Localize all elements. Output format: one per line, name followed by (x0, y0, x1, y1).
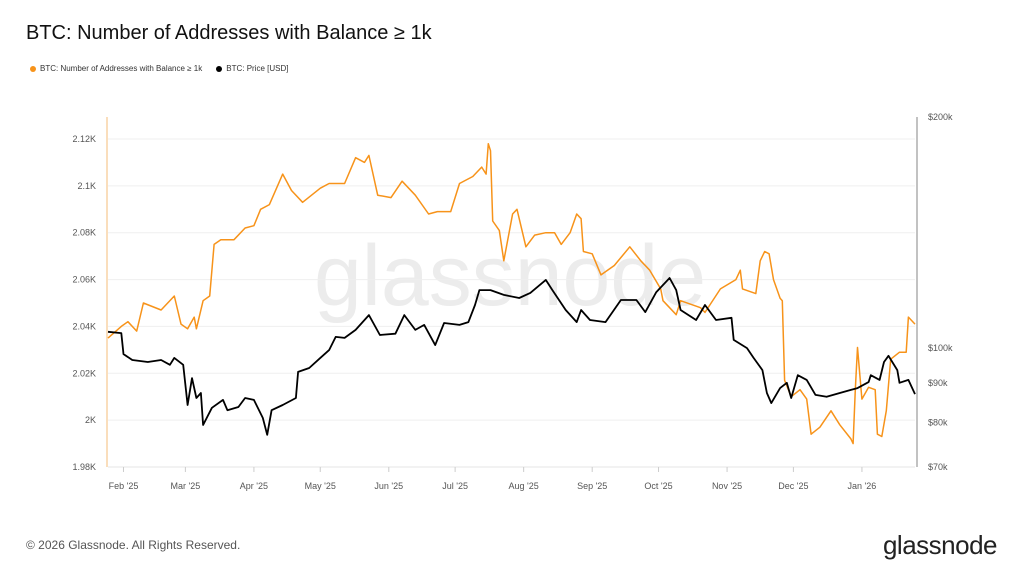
x-tick-label: Mar '25 (171, 481, 201, 491)
y-left-tick-label: 2.08K (72, 228, 96, 238)
y-left-tick-label: 2.04K (72, 321, 96, 331)
price-series-line (107, 277, 916, 436)
x-tick-label: May '25 (305, 481, 336, 491)
y-left-tick-label: 2.12K (72, 134, 96, 144)
x-tick-label: Apr '25 (240, 481, 268, 491)
y-right-tick-label: $200k (928, 112, 953, 122)
x-tick-label: Jan '26 (848, 481, 877, 491)
x-tick-label: Dec '25 (778, 481, 808, 491)
x-tick-label: Oct '25 (644, 481, 672, 491)
x-tick-label: Aug '25 (509, 481, 539, 491)
y-right-tick-label: $70k (928, 462, 948, 472)
y-left-tick-label: 2.1K (77, 181, 96, 191)
y-right-tick-label: $80k (928, 417, 948, 427)
addresses-series-line (107, 142, 916, 445)
legend-item-addresses[interactable]: BTC: Number of Addresses with Balance ≥ … (30, 64, 202, 73)
x-tick-label: Jun '25 (374, 481, 403, 491)
glassnode-logo: glassnode (882, 530, 998, 560)
watermark: glassnode (314, 228, 706, 324)
legend-item-price[interactable]: BTC: Price [USD] (216, 64, 288, 73)
chart-title: BTC: Number of Addresses with Balance ≥ … (26, 22, 432, 44)
black-dot-icon (216, 65, 223, 72)
orange-dot-icon (30, 65, 36, 72)
y-left-tick-label: 2.06K (72, 275, 96, 285)
copyright: © 2026 Glassnode. All Rights Reserved. (26, 538, 241, 552)
x-tick-label: Jul '25 (442, 481, 468, 491)
y-left-tick-label: 2K (85, 415, 96, 425)
legend: BTC: Number of Addresses with Balance ≥ … (30, 64, 288, 73)
legend-label: BTC: Price [USD] (226, 64, 289, 73)
y-left-tick-label: 1.98K (72, 462, 96, 472)
y-left-tick-label: 2.02K (72, 368, 96, 378)
x-tick-label: Feb '25 (109, 481, 139, 491)
y-right-tick-label: $90k (928, 378, 948, 388)
legend-label: BTC: Number of Addresses with Balance ≥ … (40, 64, 203, 73)
y-right-tick-label: $100k (928, 343, 953, 353)
x-tick-label: Sep '25 (577, 481, 607, 491)
x-tick-label: Nov '25 (712, 481, 742, 491)
